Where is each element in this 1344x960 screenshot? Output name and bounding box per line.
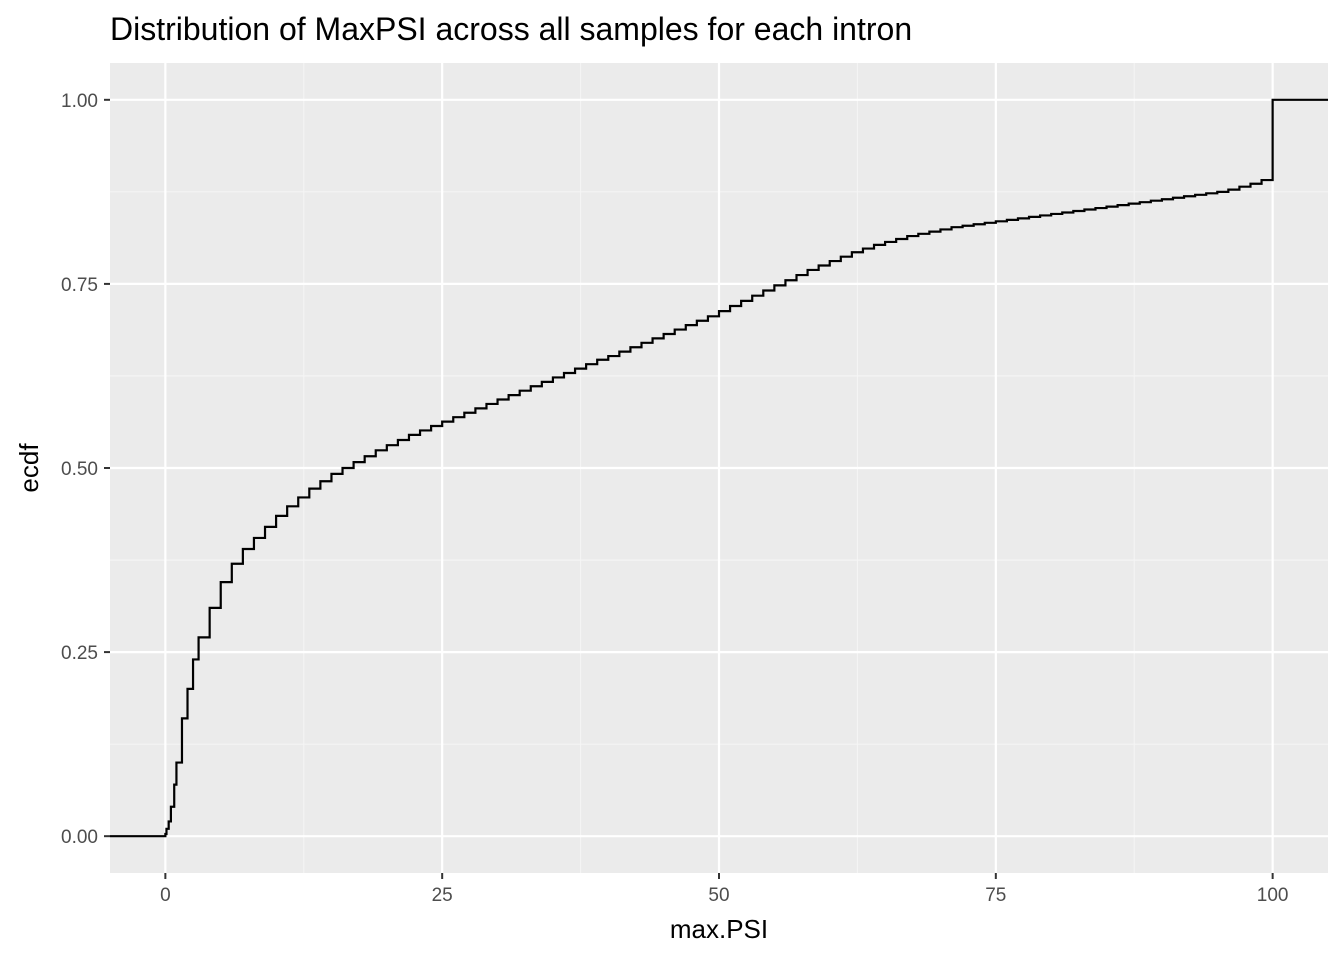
x-tick-label: 100 <box>1257 885 1289 906</box>
major-gridlines-y <box>110 98 1328 838</box>
y-tick-label: 1.00 <box>61 91 98 112</box>
x-axis-title: max.PSI <box>670 914 768 944</box>
x-tick-label: 25 <box>432 885 453 906</box>
x-tick-label: 75 <box>985 885 1006 906</box>
x-axis-ticks: 0 25 50 75 100 <box>160 873 1288 906</box>
y-axis-ticks: 0.00 0.25 0.50 0.75 1.00 <box>61 91 110 848</box>
y-tick-label: 0.25 <box>61 643 98 664</box>
y-tick-label: 0.00 <box>61 827 98 848</box>
x-tick-label: 0 <box>160 885 171 906</box>
chart-title: Distribution of MaxPSI across all sample… <box>110 11 912 47</box>
y-tick-label: 0.75 <box>61 275 98 296</box>
x-tick-label: 50 <box>708 885 729 906</box>
y-tick-label: 0.50 <box>61 459 98 480</box>
ecdf-step-line <box>110 98 1328 838</box>
y-axis-title: ecdf <box>14 443 44 493</box>
